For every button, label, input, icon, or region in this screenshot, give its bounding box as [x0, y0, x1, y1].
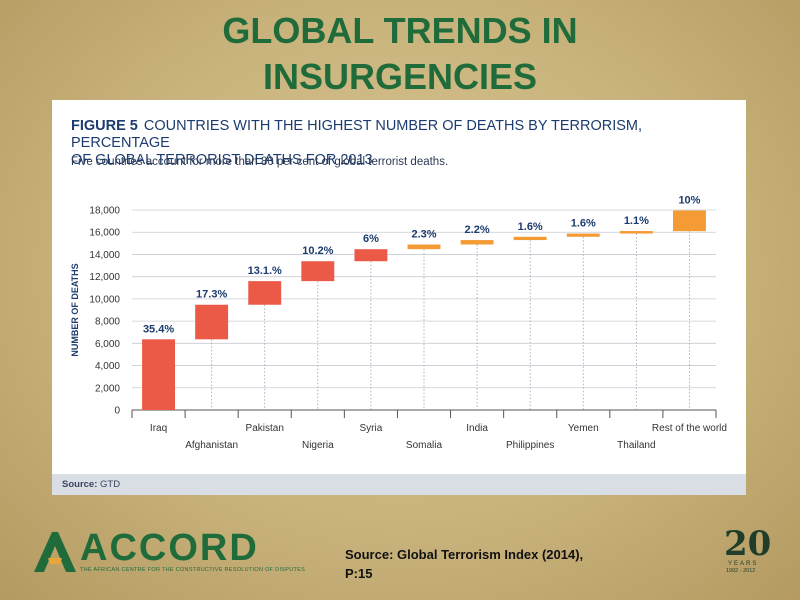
data-label: 13.1.%	[248, 265, 282, 277]
x-tick-label: India	[466, 423, 488, 434]
x-tick-label: Syria	[360, 423, 383, 434]
figure-source-bar: Source: GTD	[52, 474, 746, 495]
slide-title-line-2: INSURGENCIES	[262, 56, 538, 97]
x-tick-label: Yemen	[568, 423, 599, 434]
citation-line-2: P:15	[345, 566, 373, 581]
y-tick-label: 16,000	[89, 228, 120, 239]
figure-source-label: Source:	[62, 479, 98, 490]
anniversary-range: 1992 - 2012	[726, 568, 756, 574]
bar	[195, 304, 229, 340]
bar	[354, 249, 388, 262]
figure-title: FIGURE 5 COUNTRIES WITH THE HIGHEST NUMBE…	[71, 118, 731, 169]
figure-subtitle: Five countries account for more than 80 …	[71, 156, 449, 168]
x-tick-label: Nigeria	[302, 440, 334, 451]
data-label: 1.6%	[518, 221, 543, 233]
y-tick-label: 18,000	[89, 206, 120, 217]
logo-tagline: THE AFRICAN CENTRE FOR THE CONSTRUCTIVE …	[80, 567, 306, 573]
figure-source-value: GTD	[100, 479, 121, 490]
bar	[460, 240, 494, 245]
bar	[142, 339, 176, 410]
anniversary-word: YEARS	[728, 561, 759, 567]
x-tick-label: Philippines	[506, 440, 554, 451]
figure-panel: 0 2,000 4,000 6,000 8,000 10,000 12,000 14,000 1…	[52, 100, 746, 495]
x-tick-label: Somalia	[406, 440, 443, 451]
figure-title-line-1: COUNTRIES WITH THE HIGHEST NUMBER OF DEA…	[71, 118, 643, 151]
slide-citation: Source: Global Terrorism Index (2014), P…	[345, 545, 655, 583]
citation-line-1: Source: Global Terrorism Index (2014),	[345, 547, 584, 562]
y-tick-label: 2,000	[95, 383, 120, 394]
logo-wordmark: ACCORD	[80, 527, 259, 569]
data-label: 1.1%	[624, 215, 649, 227]
bar	[407, 244, 441, 250]
y-axis-label: NUMBER OF DEATHS	[70, 263, 80, 356]
waterfall-chart: 0 2,000 4,000 6,000 8,000 10,000 12,000 14,000 1…	[70, 194, 727, 451]
y-tick-label: 10,000	[89, 294, 120, 305]
data-label: 6%	[363, 233, 379, 245]
x-tick-label: Thailand	[617, 440, 655, 451]
data-label: 10%	[678, 194, 700, 206]
bar	[301, 261, 335, 282]
y-tick-label: 6,000	[95, 339, 120, 350]
figure-label: FIGURE 5	[71, 118, 138, 134]
slide-title: GLOBAL TRENDS IN INSURGENCIES	[0, 8, 800, 100]
x-tick-label: Iraq	[150, 423, 167, 434]
y-tick-label: 4,000	[95, 361, 120, 372]
bar	[513, 236, 547, 241]
bar	[619, 231, 653, 234]
data-label: 1.6%	[571, 218, 596, 230]
data-label: 2.2%	[465, 224, 490, 236]
x-tick-label: Pakistan	[246, 423, 284, 434]
bar	[566, 233, 600, 237]
africa-a-logo-icon	[34, 532, 76, 572]
x-tick-label: Rest of the world	[652, 423, 727, 434]
y-tick-label: 8,000	[95, 317, 120, 328]
slide-title-line-1: GLOBAL TRENDS IN	[222, 10, 578, 51]
y-tick-label: 12,000	[89, 272, 120, 283]
bar	[672, 210, 706, 232]
x-tick-label: Afghanistan	[185, 440, 238, 451]
bar	[248, 281, 282, 305]
data-label: 2.3%	[411, 229, 436, 241]
data-label: 10.2%	[302, 245, 333, 257]
anniversary-logo: 20 YEARS 1992 - 2012	[724, 524, 780, 574]
data-label: 35.4%	[143, 323, 174, 335]
accord-logo: ACCORD THE AFRICAN CENTRE FOR THE CONSTR…	[30, 527, 305, 574]
figure-title-line-2: OF GLOBAL TERRORIST DEATHS FOR 2013	[71, 152, 373, 168]
y-tick-label: 0	[114, 406, 120, 417]
data-label: 17.3%	[196, 289, 227, 301]
anniversary-number: 20	[724, 524, 772, 564]
y-tick-label: 14,000	[89, 250, 120, 261]
